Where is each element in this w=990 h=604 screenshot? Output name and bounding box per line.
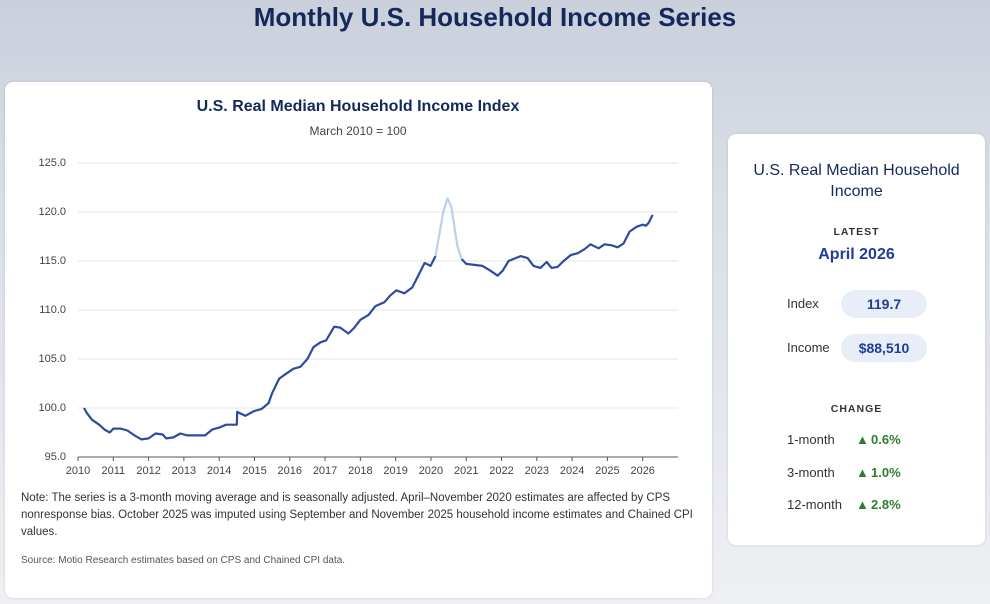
x-tick-label: 2013: [172, 465, 196, 477]
x-tick-label: 2012: [136, 465, 160, 477]
change-value: 0.6%: [871, 432, 901, 447]
metric-label: Index: [787, 296, 819, 311]
metric-value: 119.7: [841, 290, 927, 318]
x-tick-label: 2010: [66, 465, 90, 477]
x-tick-label: 2026: [630, 465, 654, 477]
series-line: [434, 197, 463, 260]
metric-label: Income: [787, 340, 830, 355]
x-tick-label: 2021: [454, 465, 478, 477]
summary-panel: U.S. Real Median Household Income LATEST…: [728, 134, 985, 545]
y-tick-label: 110.0: [39, 304, 66, 316]
y-tick-label: 105.0: [38, 353, 66, 365]
chart-subtitle: March 2010 = 100: [309, 124, 406, 138]
x-tick-label: 2020: [419, 465, 443, 477]
metric-value: $88,510: [841, 334, 927, 362]
y-tick-label: 95.0: [45, 451, 66, 463]
chart-card: U.S. Real Median Household Income Index …: [5, 82, 712, 598]
up-arrow: ▲: [856, 432, 869, 447]
change-period: 3-month: [787, 465, 835, 480]
up-arrow: ▲: [856, 497, 869, 512]
change-value: 1.0%: [871, 465, 901, 480]
x-tick-label: 2024: [560, 465, 584, 477]
x-tick-label: 2014: [207, 465, 231, 477]
y-tick-label: 120.0: [38, 206, 66, 218]
y-tick-label: 115.0: [39, 255, 66, 267]
page-title: Monthly U.S. Household Income Series: [253, 2, 737, 32]
x-tick-label: 2017: [313, 465, 337, 477]
y-tick-label: 100.0: [38, 402, 66, 414]
x-tick-label: 2015: [242, 465, 266, 477]
latest-label: LATEST: [833, 226, 880, 238]
panel-title: U.S. Real Median Household Income: [753, 162, 960, 200]
change-period: 12-month: [787, 497, 842, 512]
up-arrow: ▲: [856, 465, 869, 480]
latest-date: April 2026: [818, 246, 895, 263]
note: Note: The series is a 3-month moving ave…: [21, 492, 693, 538]
x-tick-label: 2016: [278, 465, 302, 477]
x-tick-label: 2022: [489, 465, 513, 477]
x-tick-label: 2025: [595, 465, 619, 477]
chart-title: U.S. Real Median Household Income Index: [197, 98, 520, 115]
change-label: CHANGE: [830, 403, 883, 415]
x-tick-label: 2019: [383, 465, 407, 477]
change-value: 2.8%: [871, 497, 901, 512]
source: Source: Motio Research estimates based o…: [21, 555, 346, 566]
x-tick-label: 2023: [525, 465, 549, 477]
series-line: [83, 214, 654, 441]
y-tick-label: 125.0: [38, 157, 66, 169]
x-tick-label: 2018: [348, 465, 372, 477]
chart: U.S. Real Median Household Income Index …: [38, 98, 678, 477]
x-tick-label: 2011: [101, 465, 125, 477]
change-period: 1-month: [787, 432, 835, 447]
